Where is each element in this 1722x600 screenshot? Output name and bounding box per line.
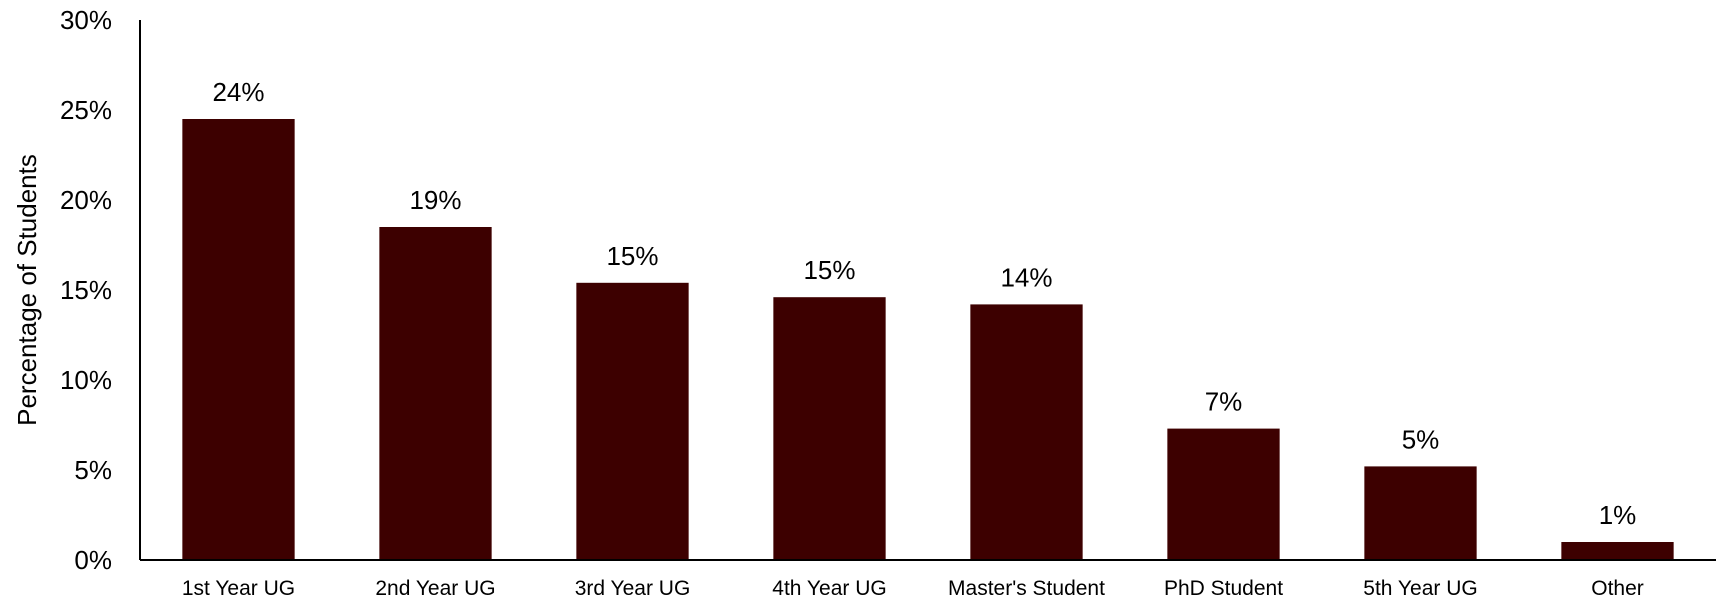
category-label: 2nd Year UG [375, 577, 495, 600]
bar-value-label: 5% [1402, 424, 1440, 454]
bar-value-label: 24% [212, 77, 264, 107]
category-label: 1st Year UG [182, 577, 295, 600]
category-label: 4th Year UG [772, 577, 886, 600]
data-labels: 24% 19% 15% 15% 14% 7% 5% 1% [212, 77, 1636, 530]
bars [182, 119, 1674, 560]
y-tick-label: 0% [74, 545, 112, 575]
bar-value-label: 7% [1205, 387, 1243, 417]
x-axis-category-labels: 1st Year UG 2nd Year UG 3rd Year UG 4th Yea… [182, 577, 1644, 600]
bar [1561, 542, 1674, 560]
y-tick-label: 30% [60, 5, 112, 35]
bar-value-label: 19% [409, 185, 461, 215]
bar [773, 297, 886, 560]
bar [970, 304, 1083, 560]
bar [1364, 466, 1477, 560]
category-label: 5th Year UG [1363, 577, 1477, 600]
bar [379, 227, 492, 560]
bar-value-label: 1% [1599, 500, 1637, 530]
bar [1167, 428, 1280, 560]
category-label: Master's Student [948, 577, 1105, 600]
category-label: 3rd Year UG [575, 577, 691, 600]
y-tick-label: 20% [60, 185, 112, 215]
bar [182, 119, 295, 560]
category-label: PhD Student [1164, 577, 1283, 600]
bar-value-label: 15% [606, 241, 658, 271]
y-axis-tick-labels: 0% 5% 10% 15% 20% 25% 30% [60, 5, 112, 575]
bar-value-label: 14% [1000, 262, 1052, 292]
y-axis-title: Percentage of Students [12, 154, 42, 426]
bar-value-label: 15% [803, 255, 855, 285]
y-tick-label: 10% [60, 365, 112, 395]
category-label: Other [1591, 577, 1644, 600]
y-tick-label: 25% [60, 95, 112, 125]
y-tick-label: 15% [60, 275, 112, 305]
y-tick-label: 5% [74, 455, 112, 485]
bar [576, 282, 689, 560]
